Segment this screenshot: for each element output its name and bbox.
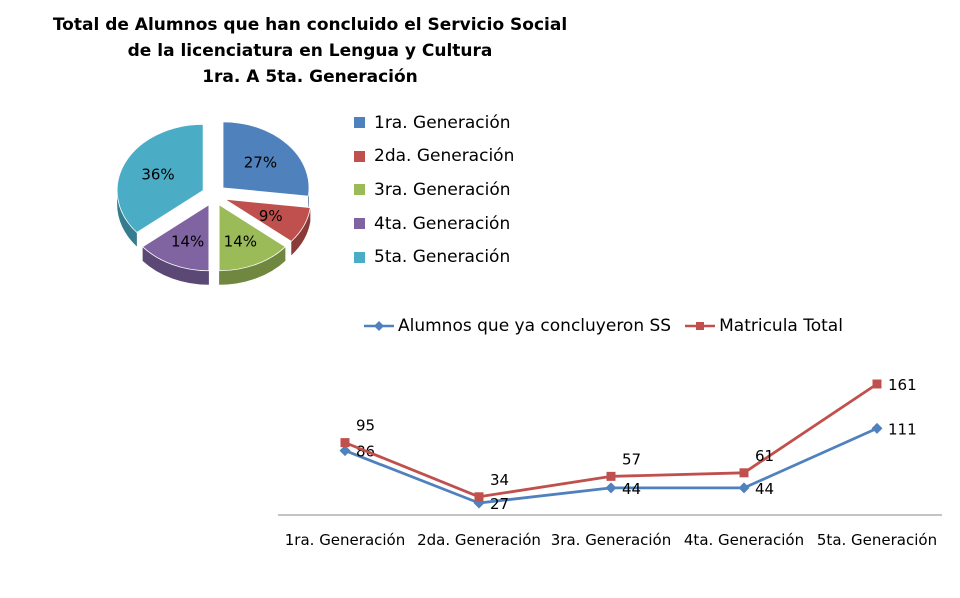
pie-legend-item-1: 1ra. Generación xyxy=(354,106,514,140)
series-1-data-label-3: 44 xyxy=(622,480,641,498)
pie-slice-5 xyxy=(116,124,204,233)
series-2-data-label-4: 61 xyxy=(755,447,774,465)
line-legend-item-1: Alumnos que ya concluyeron SS xyxy=(364,316,671,336)
x-tick-label-4: 4ta. Generación xyxy=(684,531,804,549)
x-tick-label-3: 3ra. Generación xyxy=(551,531,671,549)
pie-label-3: 14% xyxy=(224,233,257,251)
pie-legend-swatch-1 xyxy=(354,117,365,129)
pie-slice-1 xyxy=(222,121,310,197)
series-2-point-2 xyxy=(474,492,484,502)
series-2-data-label-2: 34 xyxy=(490,471,509,489)
pie-slice-3 xyxy=(218,204,287,272)
line-legend: Alumnos que ya concluyeron SS Matricula … xyxy=(364,316,857,336)
series-2-point-1 xyxy=(340,438,350,448)
pie-legend-item-4: 4ta. Generación xyxy=(354,207,514,241)
pie-slice-2 xyxy=(224,198,311,242)
line-legend-label-1: Alumnos que ya concluyeron SS xyxy=(398,316,672,336)
line-legend-label-2: Matricula Total xyxy=(719,316,843,336)
line-legend-symbol-1 xyxy=(364,321,394,331)
pie-label-2: 9% xyxy=(259,207,283,225)
x-tick-label-2: 2da. Generación xyxy=(417,531,541,549)
series-1-point-4 xyxy=(738,482,750,494)
series-2-point-5 xyxy=(872,379,882,389)
pie-legend-item-2: 2da. Generación xyxy=(354,140,514,174)
chart-title-line-2: de la licenciatura en Lengua y Cultura xyxy=(127,41,493,61)
pie-label-5: 36% xyxy=(141,166,174,184)
pie-slice-4 xyxy=(141,204,210,272)
series-1-data-label-4: 44 xyxy=(755,480,774,498)
series-1-data-label-5: 111 xyxy=(888,420,917,438)
pie-legend-swatch-4 xyxy=(354,218,365,230)
series-1-point-1 xyxy=(339,445,351,457)
pie-legend-label-2: 2da. Generación xyxy=(374,146,515,167)
pie-legend-item-3: 3ra. Generación xyxy=(354,173,514,207)
pie-legend-swatch-5 xyxy=(354,251,365,263)
pie-label-4: 14% xyxy=(171,233,204,251)
chart-title-line-3: 1ra. A 5ta. Generación xyxy=(202,67,418,87)
series-2-data-label-3: 57 xyxy=(622,450,641,468)
x-tick-label-1: 1ra. Generación xyxy=(285,531,405,549)
pie-legend-swatch-3 xyxy=(354,184,365,196)
pie-legend-item-5: 5ta. Generación xyxy=(354,240,514,274)
pie-legend-label-1: 1ra. Generación xyxy=(374,112,511,133)
x-tick-label-5: 5ta. Generación xyxy=(817,531,937,549)
line-legend-symbol-2 xyxy=(685,322,716,330)
series-1-point-3 xyxy=(605,482,617,494)
series-2-data-label-1: 95 xyxy=(356,417,375,435)
pie-slice-side-2 xyxy=(291,207,311,256)
pie-label-1: 27% xyxy=(244,154,277,172)
series-2-point-3 xyxy=(606,471,616,481)
chart-title: Total de Alumnos que han concluido el Se… xyxy=(40,12,580,90)
series-2-point-4 xyxy=(739,468,749,478)
series-1-data-label-2: 27 xyxy=(490,495,509,513)
line-legend-item-2: Matricula Total xyxy=(685,316,843,336)
pie-legend-swatch-2 xyxy=(354,150,365,162)
pie-legend-label-4: 4ta. Generación xyxy=(374,213,511,234)
series-2-data-label-5: 161 xyxy=(888,376,917,394)
pie-legend: 1ra. Generación 2da. Generación 3ra. Gen… xyxy=(354,106,514,274)
pie-slice-side-5 xyxy=(117,190,137,247)
chart-title-line-1: Total de Alumnos que han concluido el Se… xyxy=(52,15,568,35)
pie-legend-label-3: 3ra. Generación xyxy=(374,179,511,200)
series-1-point-5 xyxy=(871,422,883,434)
pie-legend-label-5: 5ta. Generación xyxy=(374,247,511,268)
